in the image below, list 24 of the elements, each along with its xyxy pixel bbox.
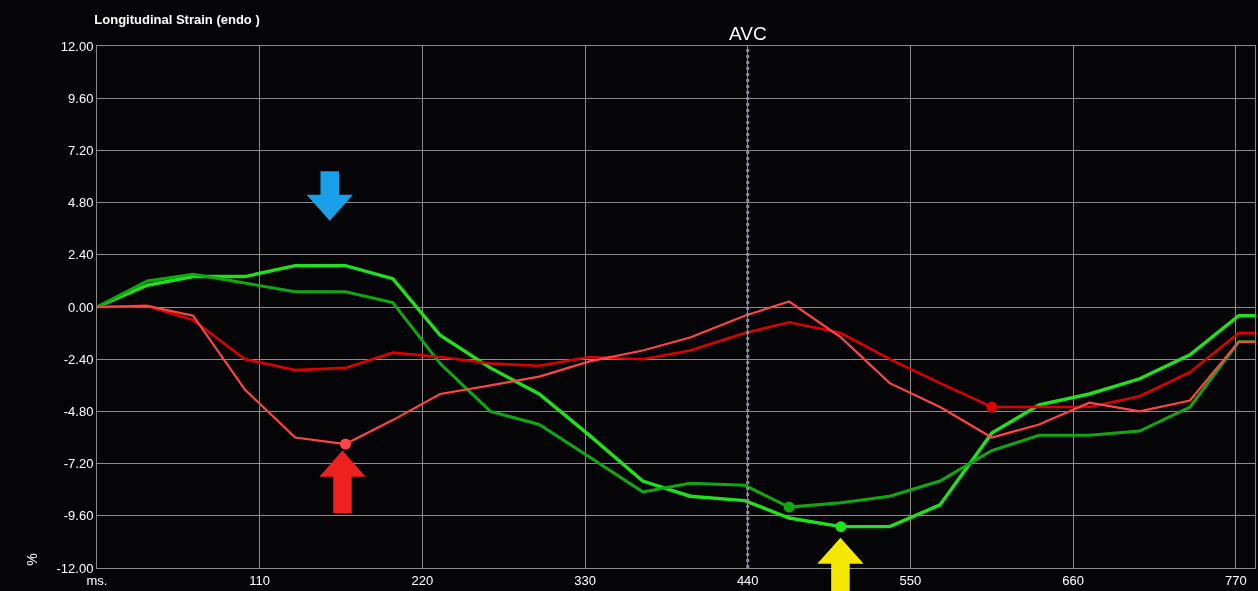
y-tick-label: 0.00 (68, 299, 94, 315)
x-tick-label: 550 (899, 572, 922, 588)
y-tick-label: -9.60 (63, 508, 94, 524)
y-tick-label: -4.80 (63, 403, 94, 419)
chart-title: Longitudinal Strain (endo ) (94, 11, 260, 27)
point (835, 521, 847, 533)
y-tick-label: 7.20 (68, 142, 94, 158)
point (986, 401, 998, 413)
y-tick-label: -7.20 (63, 456, 94, 472)
x-tick-label: 220 (411, 572, 434, 588)
y-axis-title: % (23, 553, 40, 566)
point (783, 501, 795, 513)
x-tick-label: 110 (249, 572, 271, 588)
x-tick-label: 770 (1224, 572, 1247, 588)
y-tick-label: -2.40 (63, 351, 94, 367)
x-tick-label: 660 (1062, 572, 1084, 588)
x-tick-label: 440 (736, 572, 759, 588)
y-tick-label: 9.60 (68, 90, 94, 106)
y-tick-label: 2.40 (68, 247, 94, 263)
x-tick-label: 330 (574, 572, 596, 588)
y-tick-label: 4.80 (68, 195, 94, 211)
point (339, 438, 351, 450)
y-tick-label: 12.00 (60, 38, 94, 54)
ref-line-label: AVC (729, 23, 767, 44)
